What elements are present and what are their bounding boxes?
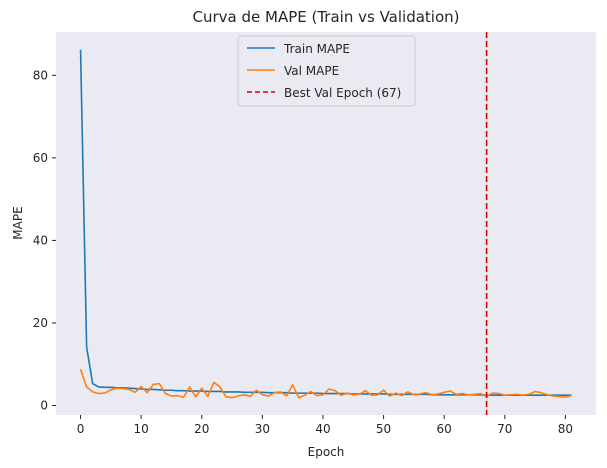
y-tick-label: 20	[33, 316, 48, 330]
chart-title: Curva de MAPE (Train vs Validation)	[193, 8, 460, 26]
legend-box	[237, 35, 416, 107]
x-axis-ticks: 0 10 20 30 40 50 60 70 80	[77, 415, 573, 436]
x-axis-label: Epoch	[308, 445, 345, 459]
x-tick-label: 0	[77, 422, 85, 436]
x-tick-label: 20	[194, 422, 209, 436]
y-axis-label: MAPE	[11, 206, 25, 239]
y-tick-label: 80	[33, 68, 48, 82]
x-tick-label: 50	[376, 422, 391, 436]
x-tick-label: 60	[437, 422, 452, 436]
x-tick-label: 70	[497, 422, 512, 436]
legend-train-label: Train MAPE	[283, 42, 350, 56]
y-axis-ticks: 0 20 40 60 80	[33, 68, 56, 413]
x-tick-label: 30	[255, 422, 270, 436]
x-tick-label: 40	[315, 422, 330, 436]
legend: Train MAPE Val MAPE Best Val Epoch (67)	[237, 35, 416, 107]
x-tick-label: 80	[558, 422, 573, 436]
y-tick-label: 40	[33, 233, 48, 247]
y-tick-label: 0	[40, 399, 48, 413]
series-lines	[79, 49, 572, 399]
y-tick-label: 60	[33, 151, 48, 165]
legend-val-label: Val MAPE	[284, 64, 339, 78]
legend-best-epoch-label: Best Val Epoch (67)	[284, 86, 401, 100]
val-mape-line	[79, 368, 572, 399]
x-tick-label: 10	[134, 422, 149, 436]
